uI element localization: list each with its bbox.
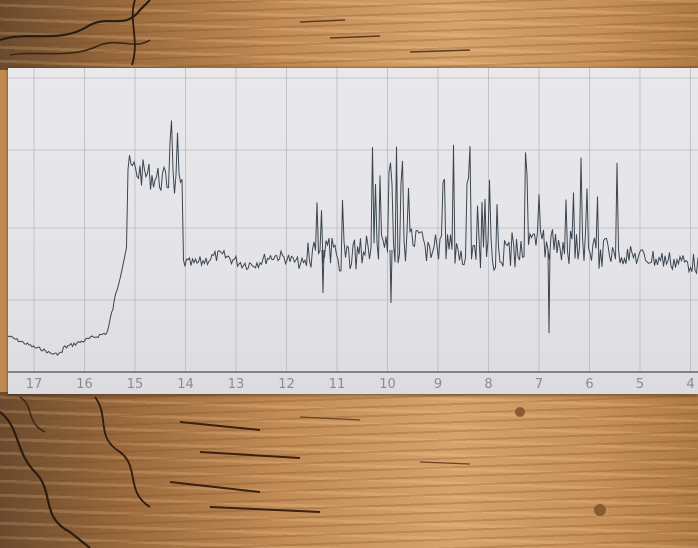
grid-lines xyxy=(8,68,698,372)
scale-label: 10 xyxy=(379,377,396,392)
spalting-lines-top xyxy=(0,0,471,66)
scale-label: 7 xyxy=(535,377,543,392)
scale-label: 12 xyxy=(278,377,295,392)
scale-label: 17 xyxy=(26,377,43,392)
scale-label: 16 xyxy=(76,377,93,392)
seismograph-paper-strip: 17 16 15 14 13 12 11 10 9 8 7 6 5 4 xyxy=(8,68,698,394)
scale-label: 15 xyxy=(127,377,144,392)
scale-label: 9 xyxy=(434,377,442,392)
scale-label: 5 xyxy=(636,377,644,392)
scale-label: 4 xyxy=(686,377,694,392)
seismograph-trace-area: 17 16 15 14 13 12 11 10 9 8 7 6 5 4 xyxy=(8,68,698,392)
wood-surface-bottom xyxy=(0,392,698,548)
wood-surface-top xyxy=(0,0,698,70)
scale-label: 6 xyxy=(585,377,593,392)
scale-labels: 17 16 15 14 13 12 11 10 9 8 7 6 5 4 xyxy=(26,377,695,392)
scale-label: 13 xyxy=(228,377,245,392)
scale-label: 11 xyxy=(329,377,346,392)
seismic-trace xyxy=(8,120,698,357)
scale-label: 14 xyxy=(177,377,194,392)
scale-label: 8 xyxy=(484,377,492,392)
spalting-lines-bottom xyxy=(0,396,606,548)
